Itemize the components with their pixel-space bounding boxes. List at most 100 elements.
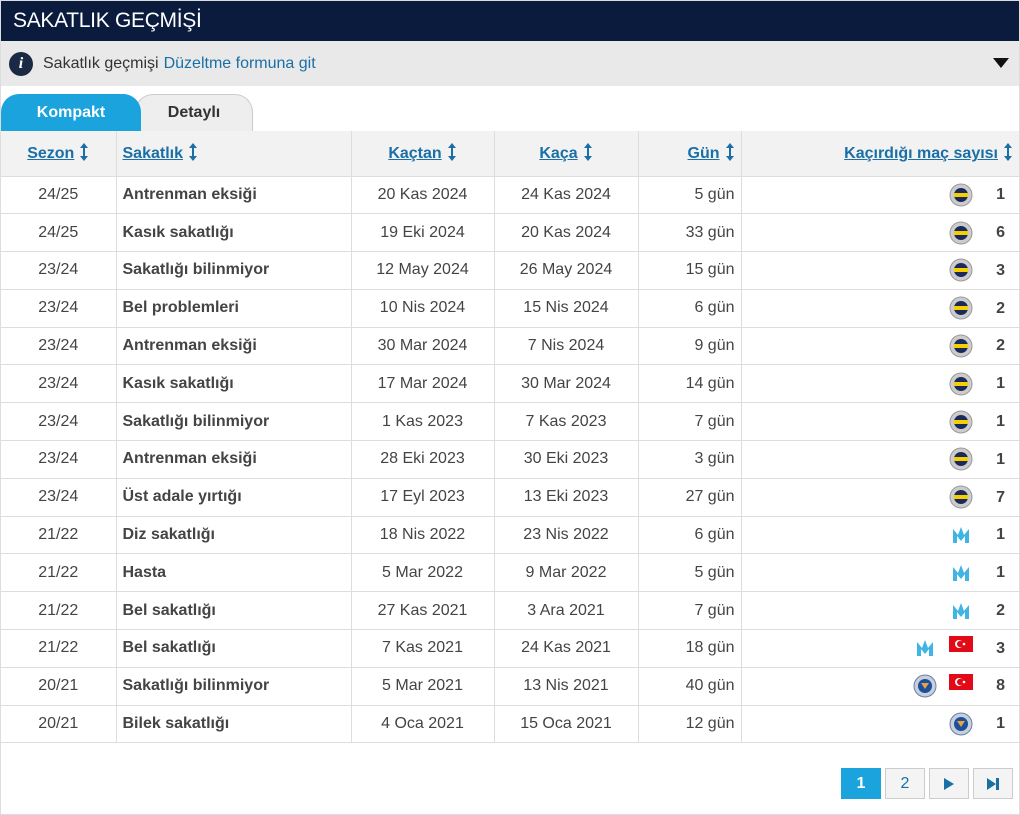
column-header: Kaçırdığı maç sayısı: [741, 131, 1019, 177]
column-header: Gün: [638, 131, 742, 177]
table-row: 23/24 Bel problemleri 10 Nis 2024 15 Nis 20…: [1, 289, 1019, 328]
season: 23/24: [1, 327, 117, 366]
page-button[interactable]: 2: [885, 768, 925, 799]
correction-link[interactable]: Düzeltme formuna git: [163, 54, 316, 72]
from-date: 17 Eyl 2023: [351, 478, 495, 517]
club-badge: [949, 410, 973, 434]
from-date: 10 Nis 2024: [351, 289, 495, 328]
season: 23/24: [1, 478, 117, 517]
to-date: 7 Kas 2023: [494, 402, 639, 442]
days: 15 gün: [638, 251, 742, 290]
table-row: 23/24 Antrenman eksiği 30 Mar 2024 7 Nis 20…: [1, 327, 1019, 366]
to-date: 30 Eki 2023: [494, 440, 639, 479]
sort-icon[interactable]: [79, 143, 89, 162]
season: 21/22: [1, 629, 117, 668]
games-missed: 8: [996, 677, 1005, 695]
from-date: 19 Eki 2024: [351, 213, 495, 253]
games-cell: 2: [741, 289, 1019, 328]
column-label[interactable]: Kaçırdığı maç sayısı: [844, 145, 998, 163]
column-label[interactable]: Gün: [687, 145, 720, 163]
table-row: 24/25 Kasık sakatlığı 19 Eki 2024 20 Kas 20…: [1, 213, 1019, 253]
club-icons: [913, 674, 973, 698]
table-row: 21/22 Bel sakatlığı 7 Kas 2021 24 Kas 2021 1…: [1, 629, 1019, 668]
season: 23/24: [1, 364, 117, 404]
days: 27 gün: [638, 478, 742, 517]
info-text: Sakatlık geçmişi: [43, 54, 159, 72]
injury: Bel problemleri: [116, 289, 352, 328]
games-missed: 1: [996, 186, 1005, 204]
column-header: Sezon: [1, 131, 117, 177]
to-date: 7 Nis 2024: [494, 327, 639, 366]
games-cell: 2: [741, 591, 1019, 631]
club-badge: [949, 258, 973, 282]
tab-active[interactable]: Kompakt: [1, 94, 141, 131]
days: 9 gün: [638, 327, 742, 366]
games-missed: 1: [996, 450, 1005, 468]
season: 20/21: [1, 667, 117, 706]
season: 20/21: [1, 705, 117, 744]
from-date: 30 Mar 2024: [351, 327, 495, 366]
last-page[interactable]: [973, 768, 1013, 799]
games-cell: 1: [741, 705, 1019, 744]
club-icons: [949, 258, 973, 282]
column-label[interactable]: Kaçtan: [388, 145, 442, 163]
table-row: 21/22 Diz sakatlığı 18 Nis 2022 23 Nis 2022…: [1, 516, 1019, 555]
from-date: 18 Nis 2022: [351, 516, 495, 555]
club-icons: [949, 296, 973, 320]
from-date: 5 Mar 2022: [351, 553, 495, 593]
from-date: 20 Kas 2024: [351, 176, 495, 215]
from-date: 17 Mar 2024: [351, 364, 495, 404]
tab[interactable]: Detaylı: [135, 94, 253, 131]
column-label[interactable]: Sezon: [27, 145, 75, 163]
page-button[interactable]: 1: [841, 768, 881, 799]
table-row: 23/24 Sakatlığı bilinmiyor 12 May 2024 26 M…: [1, 251, 1019, 290]
nation-flag: [949, 636, 973, 653]
days: 33 gün: [638, 213, 742, 253]
next-page[interactable]: [929, 768, 969, 799]
season: 24/25: [1, 176, 117, 215]
days: 18 gün: [638, 629, 742, 668]
season: 23/24: [1, 440, 117, 479]
days: 5 gün: [638, 553, 742, 593]
days: 14 gün: [638, 364, 742, 404]
info-bar: i Sakatlık geçmişi Düzeltme formuna git: [1, 41, 1019, 86]
to-date: 13 Eki 2023: [494, 478, 639, 517]
club-badge: [953, 527, 969, 544]
injury: Antrenman eksiği: [116, 176, 352, 215]
column-label[interactable]: Kaça: [539, 145, 578, 163]
club-icons: [949, 712, 973, 736]
injury: Üst adale yırtığı: [116, 478, 352, 517]
column-label[interactable]: Sakatlık: [122, 145, 183, 163]
games-cell: 1: [741, 402, 1019, 442]
games-missed: 2: [996, 601, 1005, 619]
club-badge: [953, 564, 969, 581]
from-date: 12 May 2024: [351, 251, 495, 290]
club-icons: [949, 410, 973, 434]
games-cell: 3: [741, 251, 1019, 290]
table-row: 23/24 Sakatlığı bilinmiyor 1 Kas 2023 7 Kas…: [1, 402, 1019, 442]
games-cell: 1: [741, 176, 1019, 215]
sort-icon[interactable]: [1003, 143, 1013, 162]
table-row: 23/24 Antrenman eksiği 28 Eki 2023 30 Eki 2…: [1, 440, 1019, 479]
games-missed: 3: [996, 639, 1005, 657]
to-date: 24 Kas 2021: [494, 629, 639, 668]
injury: Sakatlığı bilinmiyor: [116, 402, 352, 442]
games-missed: 1: [996, 564, 1005, 582]
expand-toggle[interactable]: [993, 58, 1009, 68]
sort-icon[interactable]: [447, 143, 457, 162]
sort-icon[interactable]: [583, 143, 593, 162]
injury: Sakatlığı bilinmiyor: [116, 251, 352, 290]
season: 21/22: [1, 516, 117, 555]
to-date: 3 Ara 2021: [494, 591, 639, 631]
injury: Bel sakatlığı: [116, 591, 352, 631]
club-badge: [949, 296, 973, 320]
injury: Antrenman eksiği: [116, 440, 352, 479]
sort-icon[interactable]: [725, 143, 735, 162]
games-cell: 1: [741, 516, 1019, 555]
season: 23/24: [1, 402, 117, 442]
to-date: 23 Nis 2022: [494, 516, 639, 555]
games-cell: 3: [741, 629, 1019, 668]
games-cell: 6: [741, 213, 1019, 253]
sort-icon[interactable]: [188, 143, 198, 162]
